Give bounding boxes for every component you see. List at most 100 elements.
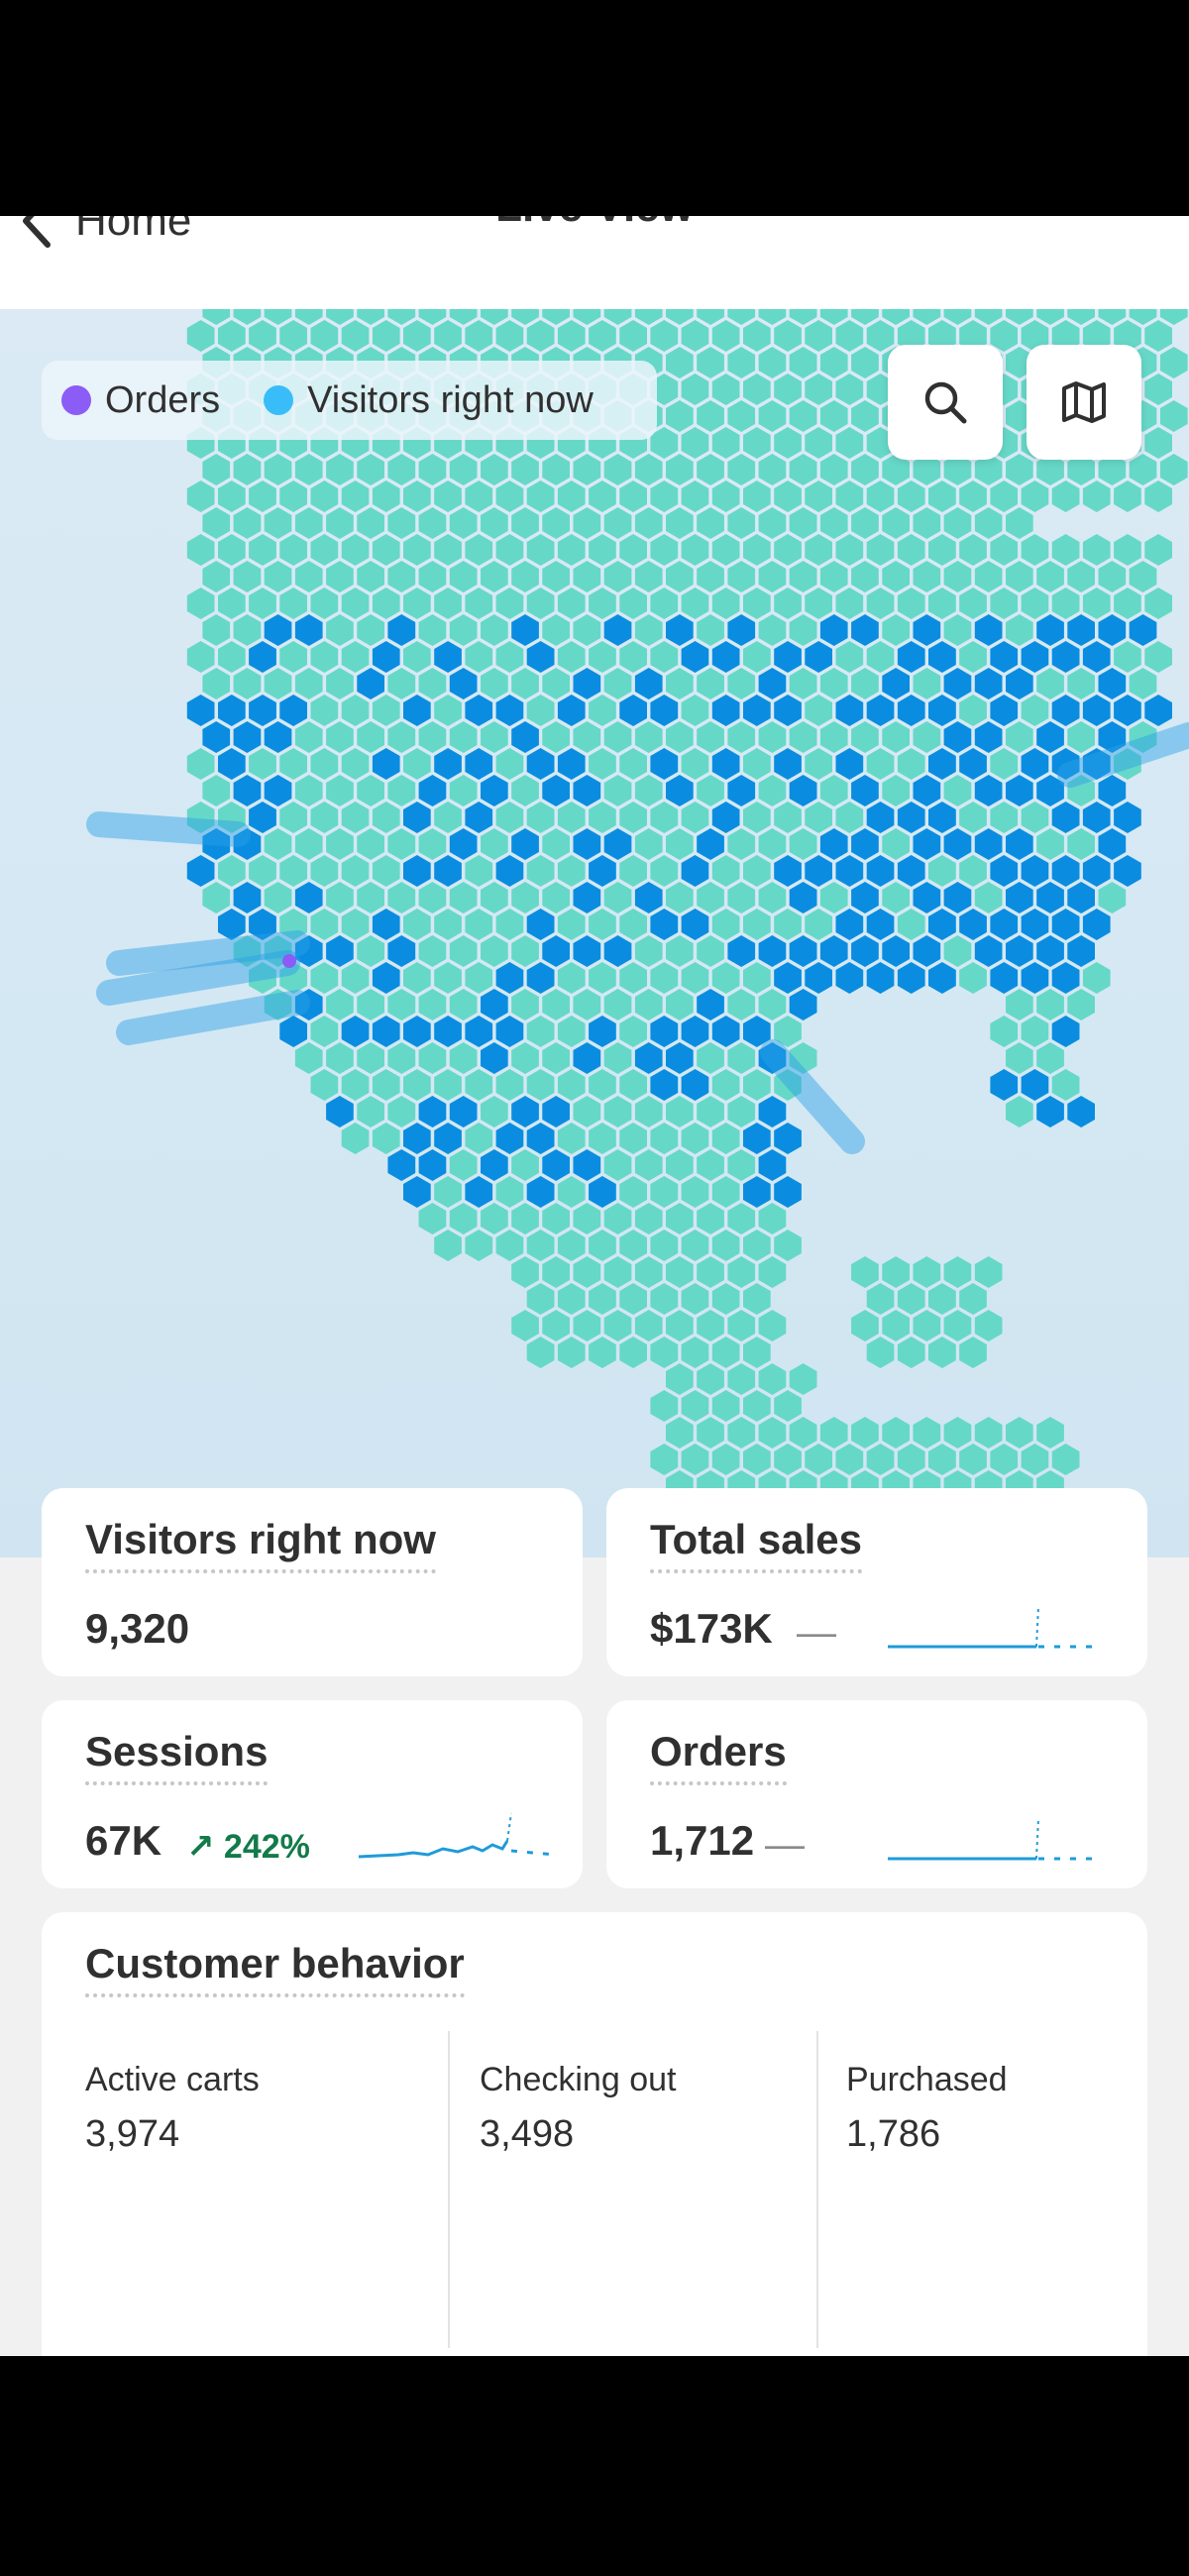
land-hex	[697, 454, 724, 485]
visitor-hex	[1006, 775, 1033, 806]
visitor-hex	[495, 1123, 524, 1154]
visitor-hex	[774, 855, 802, 887]
land-hex	[897, 588, 925, 619]
land-hex	[650, 588, 679, 619]
land-hex	[666, 1203, 694, 1234]
land-hex	[928, 1337, 956, 1368]
visitor-hex	[805, 962, 832, 994]
land-hex	[218, 320, 246, 352]
land-hex	[449, 1203, 478, 1234]
visitor-hex	[589, 1176, 616, 1208]
visitor-hex	[835, 748, 864, 780]
land-hex	[882, 1310, 910, 1342]
land-hex	[542, 454, 570, 485]
land-hex	[866, 320, 895, 352]
land-hex	[990, 1444, 1019, 1475]
visitor-hex	[294, 882, 323, 913]
land-hex	[310, 748, 339, 780]
land-hex	[835, 481, 864, 512]
total-sales-card[interactable]: Total sales $173K —	[606, 1488, 1147, 1676]
land-hex	[418, 668, 447, 699]
visitor-hex	[974, 614, 1003, 646]
land-hex	[403, 588, 431, 619]
land-hex	[403, 1069, 431, 1101]
land-hex	[403, 909, 431, 940]
land-hex	[542, 1310, 570, 1342]
visitor-hex	[603, 614, 632, 646]
visitor-hex	[249, 641, 276, 673]
land-hex	[851, 721, 879, 753]
visitor-hex	[1114, 855, 1141, 887]
land-hex	[727, 400, 756, 432]
land-hex	[357, 828, 384, 860]
land-hex	[1159, 400, 1188, 432]
visitor-hex	[990, 855, 1019, 887]
land-hex	[882, 454, 910, 485]
land-hex	[526, 320, 555, 352]
orders-change: —	[765, 1823, 805, 1867]
land-hex	[1051, 1444, 1080, 1475]
land-hex	[634, 561, 663, 592]
land-hex	[974, 454, 1003, 485]
visitor-hex	[990, 641, 1019, 673]
back-label: Home	[75, 216, 192, 245]
land-hex	[774, 534, 802, 566]
land-hex	[1006, 309, 1033, 325]
back-button[interactable]: Home	[18, 216, 191, 266]
visitor-hex	[372, 1016, 400, 1047]
orders-card[interactable]: Orders 1,712 —	[606, 1700, 1147, 1888]
land-hex	[573, 507, 601, 539]
visitor-hex	[789, 882, 817, 913]
land-hex	[264, 882, 292, 913]
visitor-hex	[465, 1016, 493, 1047]
land-hex	[650, 962, 679, 994]
visitor-hex	[526, 909, 555, 940]
map-search-button[interactable]	[888, 345, 1003, 460]
land-hex	[866, 641, 895, 673]
land-hex	[650, 534, 679, 566]
land-hex	[959, 802, 987, 833]
map-layers-button[interactable]	[1027, 345, 1141, 460]
land-hex	[387, 721, 416, 753]
land-hex	[418, 1042, 447, 1074]
land-hex	[727, 1417, 756, 1449]
visitor-hex	[1051, 1016, 1080, 1047]
land-hex	[1144, 481, 1172, 512]
visitor-hex	[913, 828, 941, 860]
land-hex	[186, 802, 215, 833]
land-hex	[866, 374, 895, 405]
visitor-hex	[1082, 695, 1111, 726]
land-hex	[1006, 1042, 1033, 1074]
land-hex	[1114, 588, 1141, 619]
live-map[interactable]: Orders Visitors right now	[0, 309, 1189, 1557]
land-hex	[819, 1417, 848, 1449]
land-hex	[372, 1069, 400, 1101]
land-hex	[866, 481, 895, 512]
land-hex	[511, 561, 539, 592]
land-hex	[650, 855, 679, 887]
sessions-card[interactable]: Sessions 67K ↗ 242%	[42, 1700, 583, 1888]
visitor-hex	[727, 935, 756, 967]
land-hex	[341, 855, 370, 887]
land-hex	[418, 989, 447, 1020]
visitors-card[interactable]: Visitors right now 9,320	[42, 1488, 583, 1676]
visitor-hex	[928, 695, 956, 726]
land-hex	[743, 481, 771, 512]
land-hex	[341, 1123, 370, 1154]
land-hex	[1021, 1016, 1049, 1047]
customer-behavior-card[interactable]: Customer behavior Active carts 3,974 Che…	[42, 1912, 1147, 2356]
land-hex	[418, 454, 447, 485]
visitor-hex	[1051, 641, 1080, 673]
visitor-hex	[573, 668, 601, 699]
land-hex	[990, 802, 1019, 833]
land-hex	[851, 668, 879, 699]
land-hex	[1067, 721, 1095, 753]
land-hex	[619, 909, 647, 940]
land-hex	[557, 534, 586, 566]
column-divider	[448, 2031, 450, 2348]
land-hex	[681, 748, 709, 780]
visitor-hex	[465, 802, 493, 833]
land-hex	[681, 1337, 709, 1368]
land-hex	[819, 775, 848, 806]
visitor-hex	[1067, 614, 1095, 646]
